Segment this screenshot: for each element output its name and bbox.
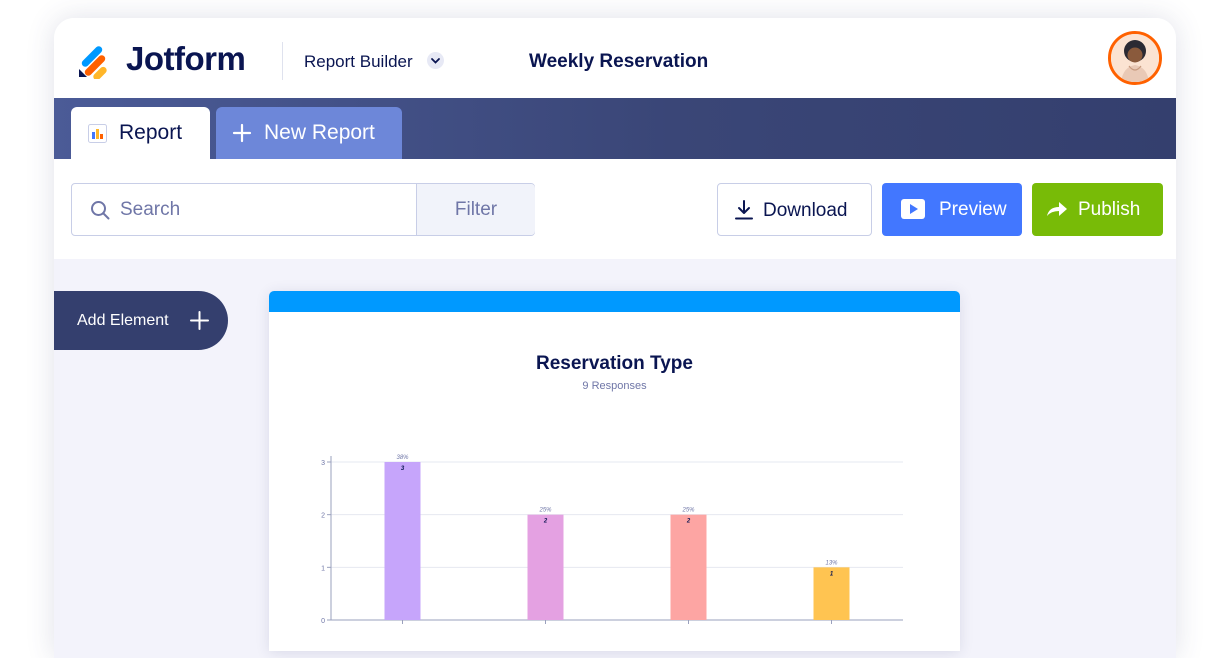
filter-button[interactable]: Filter [416,184,535,235]
add-element-button[interactable]: Add Element [54,291,228,350]
plus-icon [190,311,209,330]
tab-report[interactable]: Report [71,107,210,159]
header-divider [282,42,283,80]
chevron-down-icon[interactable] [427,52,444,69]
chart-title: Reservation Type [536,353,693,374]
search-input[interactable] [120,194,410,226]
download-button[interactable]: Download [717,183,872,236]
tab-report-label: Report [119,121,183,144]
preview-button[interactable]: Preview [882,183,1022,236]
share-arrow-icon [1047,202,1067,216]
publish-button[interactable]: Publish [1032,183,1163,236]
bar-percent-label: 38% [396,455,409,461]
search-icon [91,201,110,220]
app-window: Jotform Report Builder Weekly Reservatio… [54,18,1176,658]
y-tick-label: 1 [321,565,325,572]
tab-new-report[interactable]: New Report [216,107,402,159]
preview-label: Preview [939,199,1007,220]
bar-percent-label: 13% [825,560,838,566]
download-label: Download [763,200,848,221]
search-box: Filter [71,183,535,236]
chart-bar[interactable] [384,462,421,620]
chart-bar[interactable] [813,567,850,620]
bar-percent-label: 25% [681,508,695,514]
bar-value-label: 2 [686,519,691,525]
play-icon [901,199,925,219]
y-tick-label: 3 [321,460,325,467]
toolbar: Filter Download Preview Publish [54,159,1176,259]
plus-icon [232,123,252,143]
bar-value-label: 2 [543,519,548,525]
report-page-accent-bar [269,291,960,312]
tab-new-report-label: New Report [264,121,375,144]
user-avatar[interactable] [1108,31,1162,85]
bar-value-label: 1 [830,571,834,577]
form-title: Weekly Reservation [529,51,709,72]
y-tick-label: 2 [321,513,325,520]
header-bar: Jotform Report Builder Weekly Reservatio… [54,18,1176,98]
download-icon [735,200,753,220]
jotform-logo-icon [79,46,107,79]
chart-bar[interactable] [527,514,564,620]
reservation-type-chart[interactable]: 0 1 2 3 38% 3 25% 2 25% 2 13% 1 [269,291,960,651]
publish-label: Publish [1078,199,1141,220]
report-builder-label[interactable]: Report Builder [304,52,413,71]
report-canvas: Add Element Reservation Type 9 Responses… [54,259,1176,658]
bar-value-label: 3 [401,466,405,472]
chart-bar[interactable] [670,514,707,620]
add-element-label: Add Element [77,312,169,329]
report-tab-strip: Report New Report [54,98,1176,159]
bar-chart-icon [88,124,107,143]
y-tick-label: 0 [321,618,325,625]
chart-subtitle: 9 Responses [582,380,647,392]
bar-percent-label: 25% [538,508,552,514]
report-page[interactable]: Reservation Type 9 Responses 0 1 2 3 38% 3 25%… [269,291,960,651]
brand-name: Jotform [126,40,246,77]
